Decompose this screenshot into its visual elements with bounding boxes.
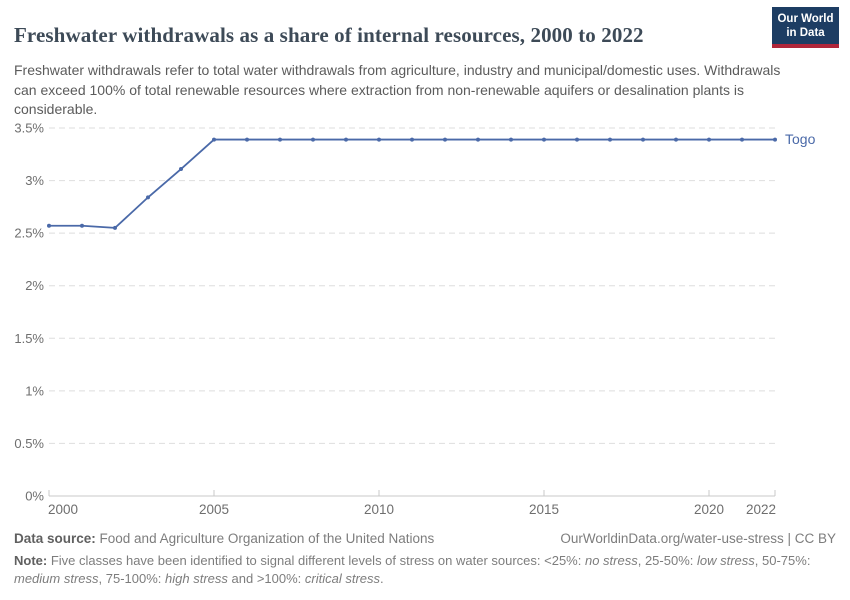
data-point xyxy=(740,137,744,142)
y-tick-label: 1.5% xyxy=(14,331,44,346)
page-title: Freshwater withdrawals as a share of int… xyxy=(14,23,644,48)
y-tick-label: 1% xyxy=(25,383,44,398)
data-source-text: Food and Agriculture Organization of the… xyxy=(95,531,435,546)
data-point xyxy=(179,167,183,172)
note-segment: , 75-100%: xyxy=(98,570,166,586)
x-tick-label: 2010 xyxy=(364,502,394,517)
entity-label[interactable]: Togo xyxy=(785,131,816,147)
note-segment: critical stress xyxy=(304,570,381,586)
x-tick-label: 2020 xyxy=(694,502,724,517)
x-tick-label: 2005 xyxy=(199,502,229,517)
data-point xyxy=(146,195,150,200)
data-point xyxy=(377,137,381,142)
data-point xyxy=(410,137,414,142)
data-point xyxy=(344,137,348,142)
line-chart: 0% 0.5% 1% 1.5% 2% 2.5% 3% 3.5% 2000 2005 2010 2015… xyxy=(14,121,816,518)
y-tick-label: 2.5% xyxy=(14,226,44,241)
owid-logo: Our World in Data xyxy=(772,7,839,48)
x-tick-label: 2022 xyxy=(746,502,776,517)
note-segment: high stress xyxy=(165,570,228,586)
data-point xyxy=(443,137,447,142)
note-segment: and >100%: xyxy=(227,570,305,586)
data-point xyxy=(674,137,678,142)
chart-note: Note: Five classes have been identified … xyxy=(14,552,836,587)
y-tick-label: 3% xyxy=(25,173,44,188)
data-point xyxy=(47,223,51,228)
owid-logo-red-bar xyxy=(772,44,839,48)
data-point xyxy=(575,137,579,142)
attribution-link[interactable]: OurWorldinData.org/water-use-stress | CC… xyxy=(560,531,836,546)
data-point xyxy=(278,137,282,142)
y-tick-label: 0.5% xyxy=(14,436,44,451)
chart-footer: Data source: Food and Agriculture Organi… xyxy=(14,531,836,546)
owid-logo-text: Our World in Data xyxy=(772,7,839,44)
data-point xyxy=(311,137,315,142)
y-tick-label: 3.5% xyxy=(14,121,44,136)
data-point xyxy=(245,137,249,142)
note-segment: , 25-50%: xyxy=(637,553,697,568)
owid-logo-line2: in Data xyxy=(786,27,825,39)
chart-subtitle: Freshwater withdrawals refer to total wa… xyxy=(14,62,781,117)
data-point xyxy=(542,137,546,142)
x-tick-label: 2015 xyxy=(529,502,559,517)
x-tick-label: 2000 xyxy=(48,502,78,517)
y-tick-label: 2% xyxy=(25,278,44,293)
data-point xyxy=(608,137,612,142)
note-segment: , 50-75%: xyxy=(754,553,811,568)
note-label: Note: xyxy=(14,553,48,568)
note-text: Five classes have been identified to sig… xyxy=(14,553,810,586)
note-segment: low stress xyxy=(696,553,755,568)
data-point xyxy=(113,225,117,230)
note-segment: . xyxy=(380,570,384,586)
data-point xyxy=(773,137,777,142)
note-segment: no stress xyxy=(584,553,638,568)
owid-logo-line1: Our World xyxy=(777,13,834,25)
data-source: Data source: Food and Agriculture Organi… xyxy=(14,531,434,546)
note-segment: medium stress xyxy=(14,570,99,586)
note-segment: Five classes have been identified to sig… xyxy=(47,553,585,568)
data-point xyxy=(80,223,84,228)
data-point xyxy=(707,137,711,142)
data-point xyxy=(641,137,645,142)
data-point xyxy=(476,137,480,142)
data-point xyxy=(509,137,513,142)
data-point xyxy=(212,137,216,142)
y-tick-label: 0% xyxy=(25,489,44,504)
series-line xyxy=(49,138,775,229)
data-source-label: Data source: xyxy=(14,531,96,546)
